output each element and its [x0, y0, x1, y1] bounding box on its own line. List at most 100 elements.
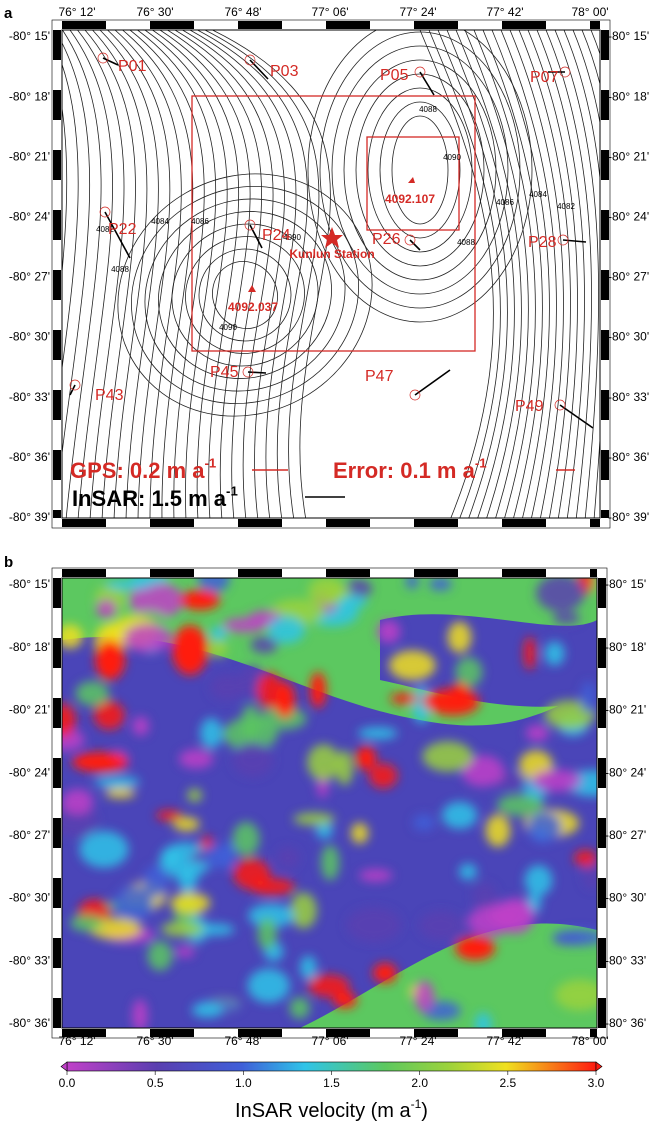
velocity-arrow	[249, 224, 263, 249]
blob	[209, 674, 245, 701]
colorbar-tick-label: 1.0	[235, 1076, 252, 1090]
contour-line	[62, 42, 91, 457]
blob	[258, 707, 307, 731]
error-ellipse	[409, 389, 421, 401]
contour-line	[204, 30, 320, 518]
colorbar-end	[595, 1061, 603, 1072]
blob	[574, 849, 597, 867]
blob	[173, 817, 200, 832]
contour-line	[77, 30, 125, 518]
lon-label: 76° 48'	[224, 1034, 261, 1048]
blob	[199, 844, 236, 869]
blob	[536, 578, 585, 612]
contour-ring	[319, 31, 521, 309]
blob	[428, 578, 452, 591]
contour-line	[182, 30, 285, 518]
station-label: P05	[380, 67, 409, 84]
blob	[143, 865, 169, 898]
blob	[267, 615, 305, 644]
panel-b: b 76° 12' 76° 30' 76° 48' 77° 06' 77° 24' 77° …	[4, 554, 646, 1122]
contour-label: 4090	[443, 153, 461, 162]
lat-label: -80° 18'	[605, 640, 646, 654]
spot-height: 4092.037	[228, 300, 278, 314]
velocity-arrow	[69, 384, 76, 396]
blob	[442, 801, 478, 829]
legend-error-sup: -1	[475, 456, 487, 471]
blob	[447, 621, 472, 654]
blob	[335, 750, 354, 786]
blob	[222, 717, 278, 751]
contour-label: 4088	[419, 105, 437, 114]
blob	[299, 955, 317, 980]
blob	[161, 921, 204, 937]
blob	[307, 744, 340, 781]
lat-label: -80° 27'	[608, 270, 649, 284]
contour-line	[419, 30, 494, 518]
contour-line	[167, 30, 263, 518]
contour-ring	[185, 236, 305, 354]
contour-label: 4082	[96, 225, 114, 234]
blob	[555, 979, 597, 1011]
blob	[455, 657, 483, 687]
contour-line	[491, 30, 550, 518]
contour-line	[437, 30, 508, 518]
blob	[210, 626, 228, 642]
blob	[580, 681, 596, 714]
lat-label: -80° 33'	[605, 953, 646, 967]
frame-outer	[51, 19, 611, 529]
lat-label: -80° 18'	[9, 89, 50, 103]
contours	[62, 30, 600, 518]
contour-line	[482, 30, 543, 518]
lat-label: -80° 33'	[9, 953, 50, 967]
blob	[250, 636, 279, 654]
contour-ring	[331, 45, 509, 295]
blob	[293, 812, 336, 826]
legend-gps-sup: -1	[205, 456, 217, 471]
error-ellipse	[69, 379, 81, 391]
panel-label: a	[4, 5, 13, 22]
velocity-arrow	[414, 369, 451, 396]
blob	[496, 794, 544, 817]
contour-ring	[144, 198, 346, 392]
lat-label: -80° 15'	[9, 577, 50, 591]
contour-line	[84, 30, 136, 518]
blob	[156, 810, 182, 821]
panel-label: b	[4, 554, 13, 571]
hot-spot	[373, 963, 397, 983]
contour-line	[62, 63, 79, 372]
hot-spot	[455, 936, 495, 960]
legend-error: Error: 0.1 m a-1	[333, 456, 487, 483]
blob	[526, 811, 562, 844]
contour-ring	[171, 223, 319, 367]
blob	[129, 581, 183, 620]
error-ellipse	[99, 206, 111, 218]
colorbar-tick-label: 1.5	[323, 1076, 340, 1090]
contour-label: 4088	[457, 238, 475, 247]
blob	[525, 724, 549, 742]
lat-label: -80° 30'	[9, 891, 50, 905]
contour-line	[563, 30, 600, 518]
colorbar-title-sup: -1	[411, 1097, 422, 1111]
blob	[233, 858, 271, 890]
colorbar-tick-label: 2.5	[499, 1076, 516, 1090]
frame-outer	[51, 567, 608, 1039]
colorbar-title-text: InSAR velocity (m a	[235, 1100, 411, 1122]
blob	[147, 941, 173, 971]
hot-spot	[95, 640, 125, 680]
blob	[494, 772, 527, 790]
contour-ring	[117, 173, 373, 417]
contour-label: 4086	[496, 198, 514, 207]
colorbar-title-end: )	[421, 1100, 428, 1122]
blob	[418, 910, 464, 941]
velocity-arrow	[247, 371, 267, 374]
station-label: P01	[118, 58, 147, 75]
blob	[582, 860, 597, 889]
hot-spot	[310, 672, 326, 708]
station-label: P26	[372, 231, 401, 248]
contour-line	[509, 30, 564, 518]
contour-line	[92, 30, 148, 518]
blob	[257, 917, 277, 950]
lon-label: 77° 24'	[399, 1034, 436, 1048]
blob	[523, 636, 536, 671]
lon-label: 77° 24'	[399, 5, 436, 19]
